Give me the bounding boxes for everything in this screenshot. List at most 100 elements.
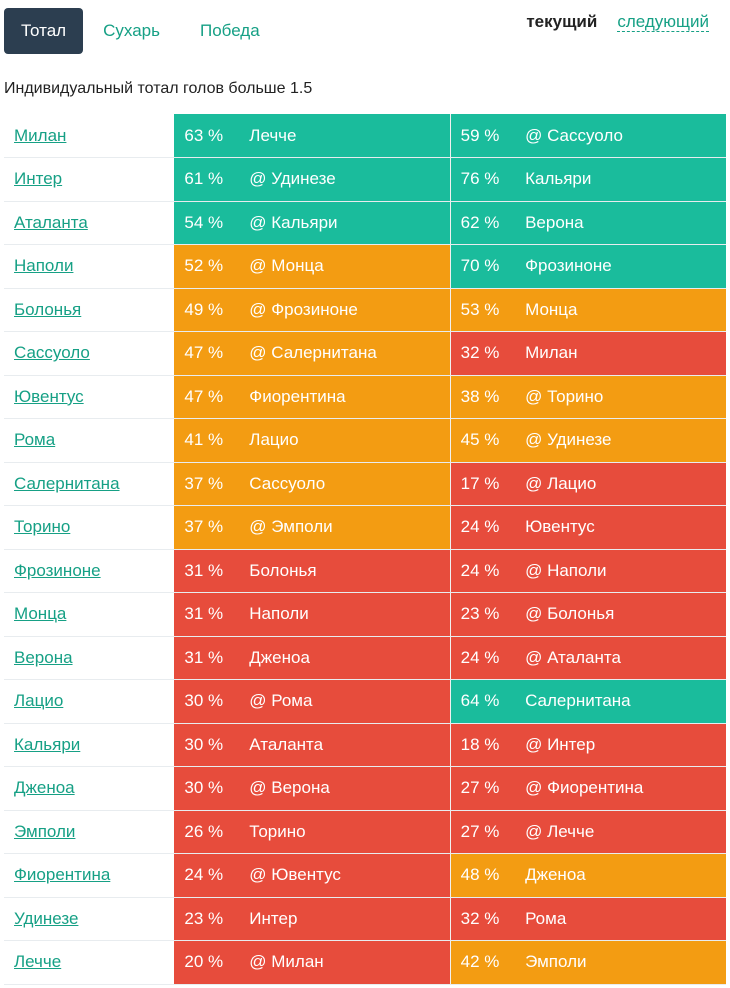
current-opponent: Аталанта — [241, 723, 451, 767]
tab-total[interactable]: Тотал — [4, 8, 84, 54]
table-row: Дженоа 30 % @ Верона 27 % @ Фиорентина — [4, 766, 726, 811]
table-row: Сассуоло 47 % @ Салернитана 32 % Милан — [4, 331, 726, 376]
next-percent: 24 % — [449, 636, 518, 680]
team-link[interactable]: Наполи — [14, 256, 74, 276]
next-percent: 32 % — [449, 897, 518, 941]
current-opponent: Лечче — [241, 114, 451, 158]
table-row: Фиорентина 24 % @ Ювентус 48 % Дженоа — [4, 853, 726, 898]
team-cell: Сассуоло — [4, 331, 175, 376]
current-opponent: Болонья — [241, 549, 451, 593]
current-percent: 49 % — [174, 288, 242, 332]
table-row: Торино 37 % @ Эмполи 24 % Ювентус — [4, 505, 726, 550]
team-cell: Аталанта — [4, 201, 175, 245]
team-cell: Эмполи — [4, 810, 175, 854]
current-percent: 31 % — [174, 636, 242, 680]
team-link[interactable]: Рома — [14, 430, 56, 450]
current-percent: 30 % — [174, 679, 242, 724]
table-row: Монца 31 % Наполи 23 % @ Болонья — [4, 592, 726, 637]
next-opponent: Милан — [517, 331, 726, 376]
team-link[interactable]: Аталанта — [14, 212, 88, 232]
team-link[interactable]: Верона — [14, 647, 73, 667]
next-round-link[interactable]: следующий — [617, 12, 709, 32]
next-percent: 24 % — [449, 505, 518, 550]
team-link[interactable]: Милан — [14, 125, 67, 145]
table-row: Фрозиноне 31 % Болонья 24 % @ Наполи — [4, 549, 726, 593]
team-link[interactable]: Удинезе — [14, 908, 79, 928]
current-opponent: @ Эмполи — [241, 505, 451, 550]
next-percent: 38 % — [449, 375, 518, 419]
team-cell: Наполи — [4, 244, 175, 289]
next-opponent: Кальяри — [517, 157, 726, 202]
next-percent: 76 % — [449, 157, 518, 202]
next-opponent: @ Болонья — [517, 592, 726, 637]
current-opponent: @ Фрозиноне — [241, 288, 451, 332]
next-percent: 24 % — [449, 549, 518, 593]
team-link[interactable]: Эмполи — [14, 821, 76, 841]
next-opponent: Дженоа — [517, 853, 726, 898]
next-opponent: @ Аталанта — [517, 636, 726, 680]
tab-win[interactable]: Победа — [199, 21, 260, 40]
table-row: Кальяри 30 % Аталанта 18 % @ Интер — [4, 723, 726, 767]
next-percent: 42 % — [449, 940, 518, 985]
team-cell: Лечче — [4, 940, 175, 985]
next-percent: 48 % — [449, 853, 518, 898]
table-row: Болонья 49 % @ Фрозиноне 53 % Монца — [4, 288, 726, 332]
current-opponent: @ Кальяри — [241, 201, 451, 245]
team-link[interactable]: Фиорентина — [14, 865, 111, 885]
current-opponent: Наполи — [241, 592, 451, 637]
next-opponent: @ Наполи — [517, 549, 726, 593]
table-row: Аталанта 54 % @ Кальяри 62 % Верона — [4, 201, 726, 245]
team-link[interactable]: Фрозиноне — [14, 560, 101, 580]
team-link[interactable]: Интер — [14, 169, 63, 189]
next-opponent: @ Интер — [517, 723, 726, 767]
team-link[interactable]: Лацио — [14, 691, 64, 711]
team-link[interactable]: Болонья — [14, 299, 82, 319]
table-subtitle: Индивидуальный тотал голов больше 1.5 — [4, 80, 313, 97]
current-percent: 61 % — [174, 157, 242, 202]
current-percent: 37 % — [174, 505, 242, 550]
team-link[interactable]: Салернитана — [14, 473, 120, 493]
tab-clean-sheet[interactable]: Сухарь — [103, 21, 160, 40]
next-percent: 45 % — [449, 418, 518, 463]
current-percent: 24 % — [174, 853, 242, 898]
current-percent: 54 % — [174, 201, 242, 245]
current-opponent: @ Ювентус — [241, 853, 451, 898]
table-row: Наполи 52 % @ Монца 70 % Фрозиноне — [4, 244, 726, 289]
next-opponent: @ Удинезе — [517, 418, 726, 463]
table-row: Ювентус 47 % Фиорентина 38 % @ Торино — [4, 375, 726, 419]
team-cell: Верона — [4, 636, 175, 680]
current-opponent: Интер — [241, 897, 451, 941]
team-link[interactable]: Кальяри — [14, 734, 81, 754]
team-cell: Милан — [4, 114, 175, 158]
table-row: Удинезе 23 % Интер 32 % Рома — [4, 897, 726, 941]
current-opponent: @ Монца — [241, 244, 451, 289]
table-row: Верона 31 % Дженоа 24 % @ Аталанта — [4, 636, 726, 680]
current-opponent: Лацио — [241, 418, 451, 463]
next-percent: 23 % — [449, 592, 518, 637]
team-link[interactable]: Ювентус — [14, 386, 84, 406]
team-link[interactable]: Сассуоло — [14, 343, 90, 363]
team-link[interactable]: Дженоа — [14, 778, 75, 798]
next-opponent: Монца — [517, 288, 726, 332]
current-percent: 23 % — [174, 897, 242, 941]
next-percent: 17 % — [449, 462, 518, 506]
team-link[interactable]: Торино — [14, 517, 71, 537]
current-percent: 63 % — [174, 114, 242, 158]
current-percent: 30 % — [174, 723, 242, 767]
round-switcher: текущий следующий — [526, 12, 709, 32]
next-percent: 32 % — [449, 331, 518, 376]
current-opponent: @ Милан — [241, 940, 451, 985]
current-percent: 31 % — [174, 592, 242, 637]
next-percent: 62 % — [449, 201, 518, 245]
team-cell: Дженоа — [4, 766, 175, 811]
team-cell: Ювентус — [4, 375, 175, 419]
team-link[interactable]: Лечче — [14, 952, 62, 972]
table-row: Милан 63 % Лечче 59 % @ Сассуоло — [4, 114, 726, 158]
team-cell: Интер — [4, 157, 175, 202]
team-link[interactable]: Монца — [14, 604, 67, 624]
current-percent: 37 % — [174, 462, 242, 506]
current-opponent: @ Салернитана — [241, 331, 451, 376]
team-cell: Монца — [4, 592, 175, 637]
next-opponent: @ Фиорентина — [517, 766, 726, 811]
table-row: Лацио 30 % @ Рома 64 % Салернитана — [4, 679, 726, 724]
